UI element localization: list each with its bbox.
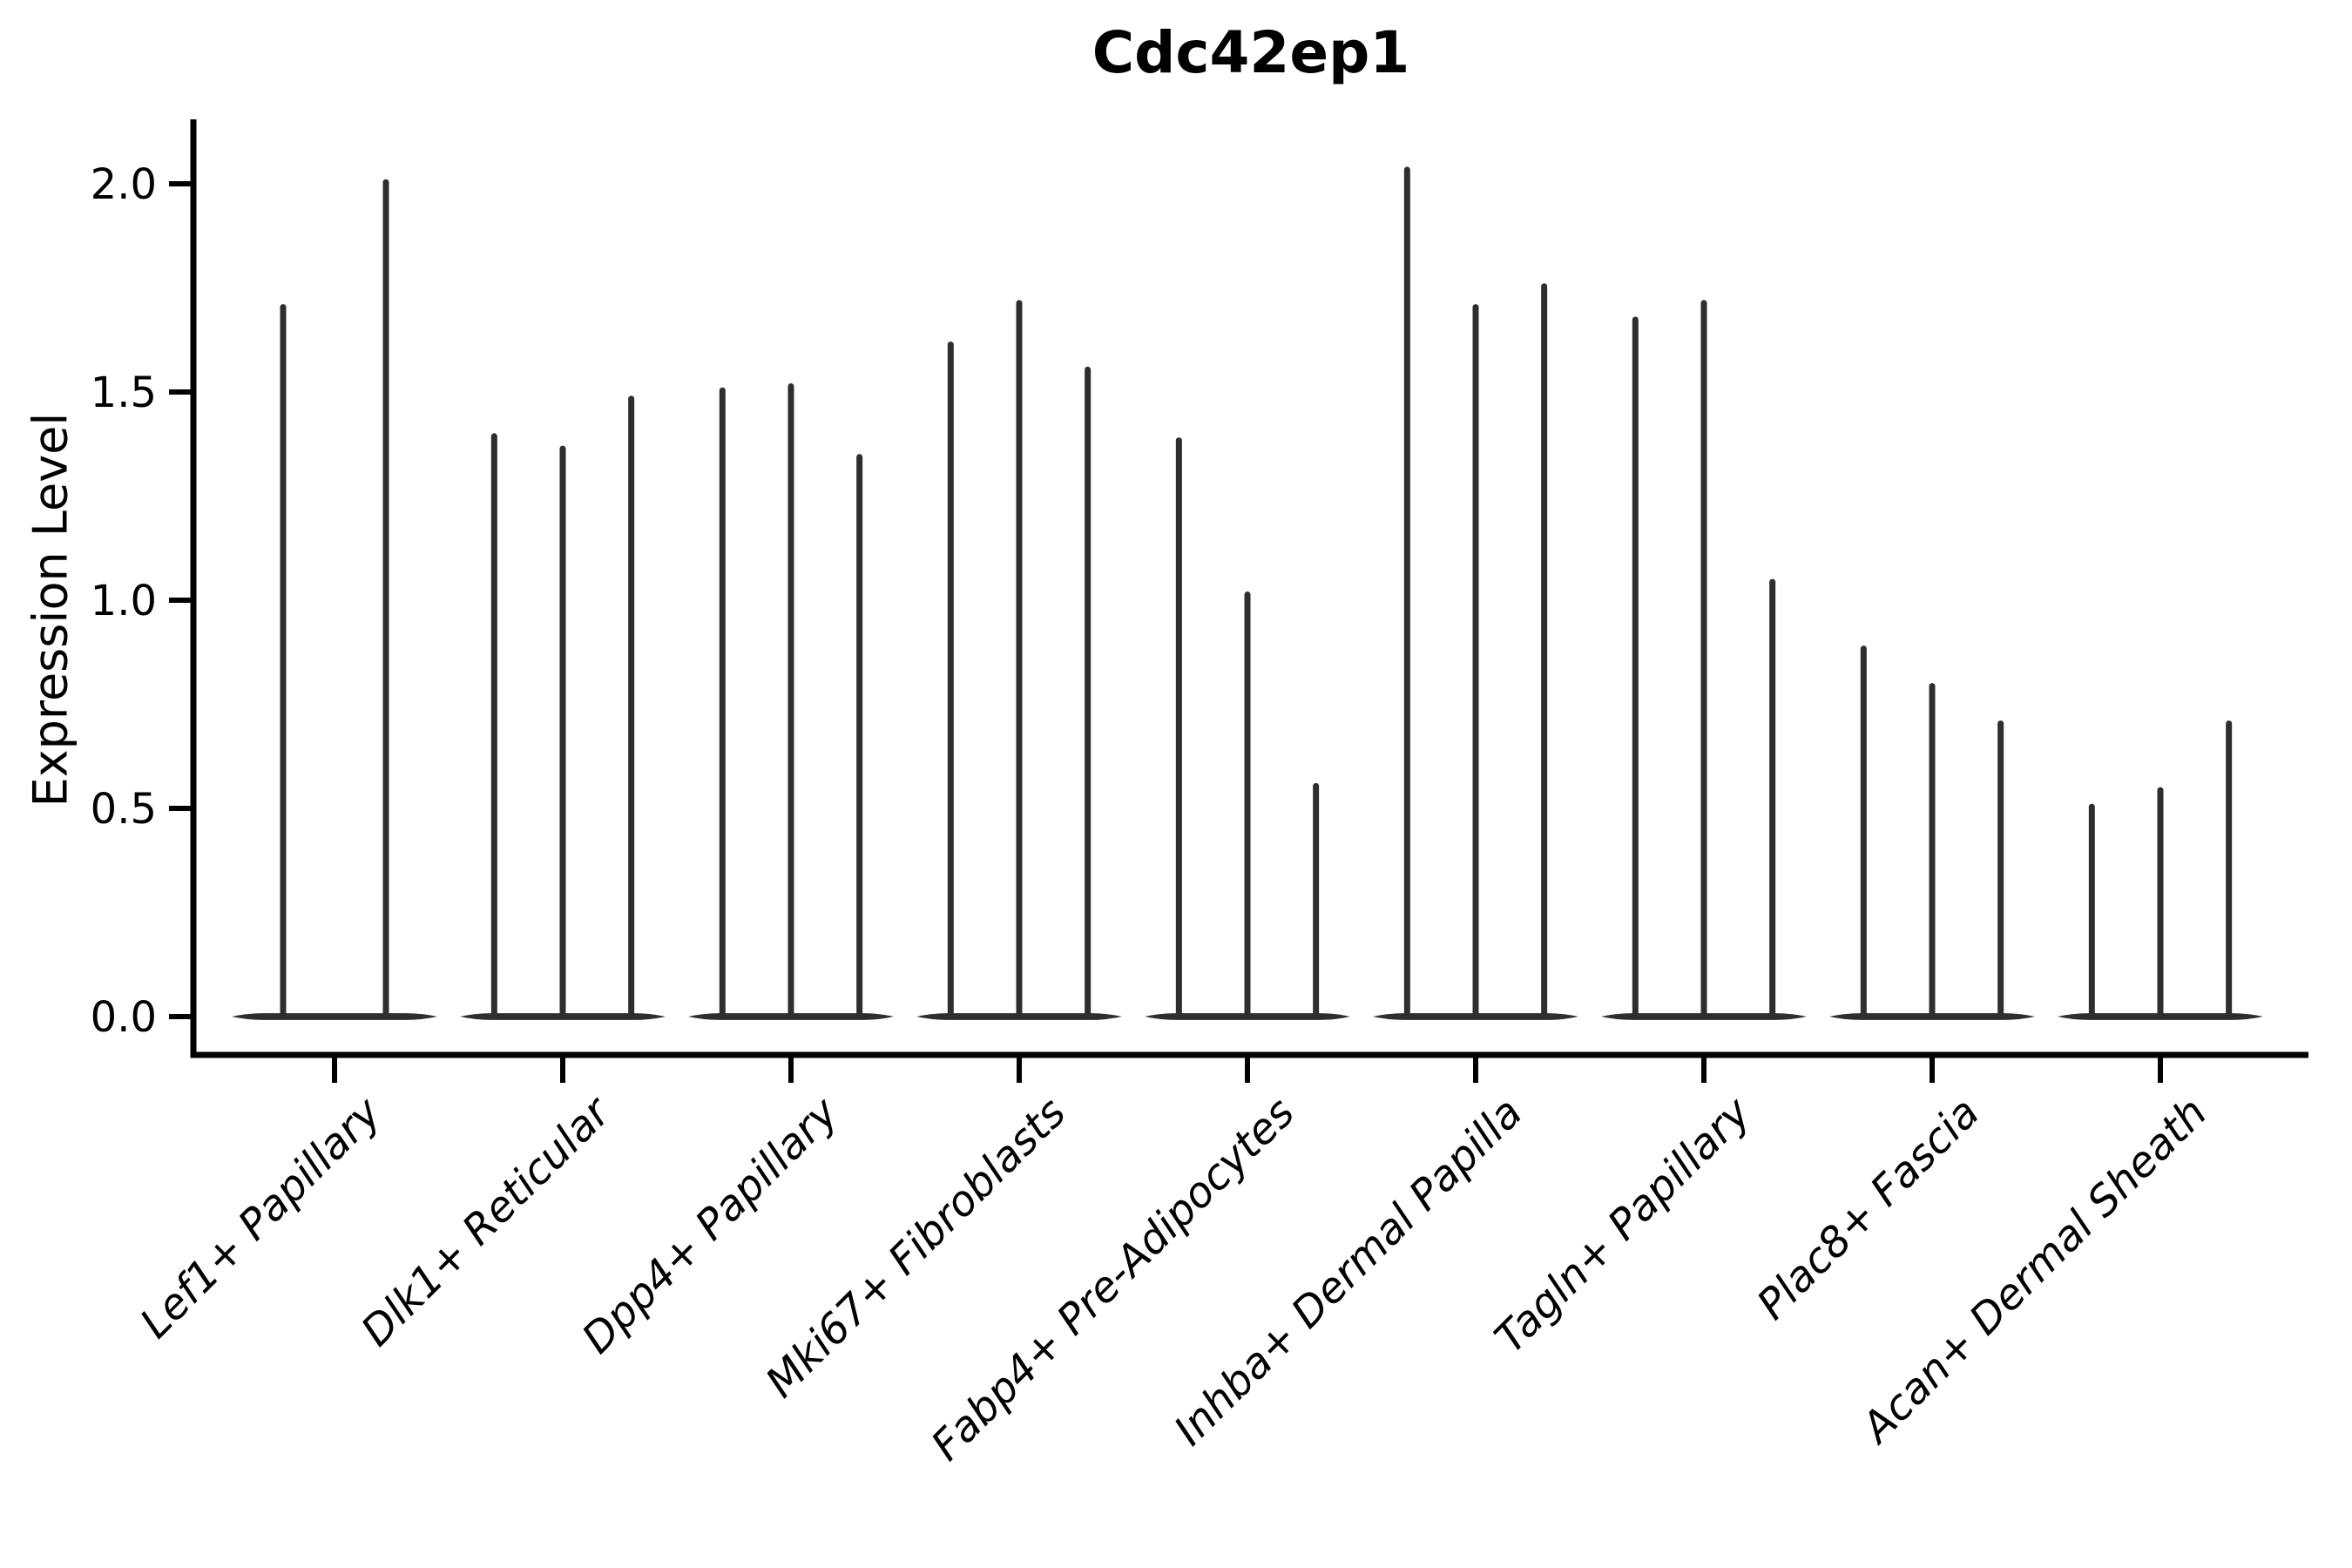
y-tick-label: 1.5 (91, 368, 157, 417)
violin-base (232, 1013, 437, 1020)
y-axis-label: Expression Level (23, 412, 78, 808)
y-tick-label: 1.0 (91, 577, 157, 625)
y-tick-label: 0.5 (91, 785, 157, 834)
y-tick-label: 0.0 (91, 993, 157, 1042)
plot-title: Cdc42ep1 (1092, 19, 1410, 86)
y-tick-label: 2.0 (91, 160, 157, 209)
